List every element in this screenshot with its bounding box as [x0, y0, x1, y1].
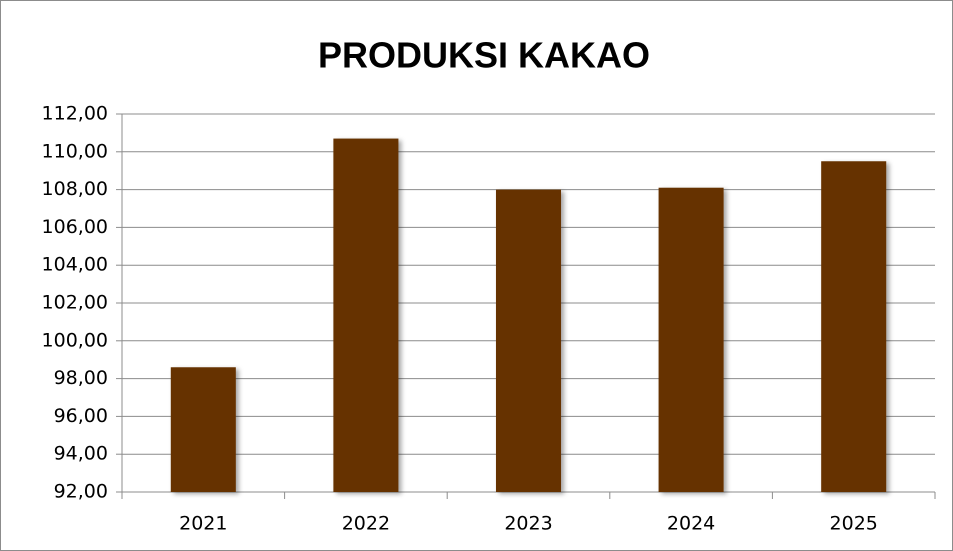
bar	[170, 367, 236, 492]
y-tick-label: 110,00	[42, 140, 108, 162]
y-tick-label: 96,00	[54, 405, 108, 427]
y-tick-label: 98,00	[54, 367, 108, 389]
x-tick-label: 2021	[179, 513, 227, 535]
bar	[495, 189, 562, 492]
bar	[658, 187, 724, 492]
bar	[821, 161, 887, 492]
x-tick-label: 2025	[830, 513, 878, 535]
y-tick-label: 108,00	[42, 178, 108, 200]
y-tick-label: 92,00	[54, 481, 108, 503]
x-tick-label: 2023	[504, 513, 552, 535]
y-tick-label: 100,00	[42, 329, 108, 351]
chart-title: PRODUKSI KAKAO	[318, 35, 650, 76]
y-tick-label: 112,00	[42, 103, 108, 125]
x-tick-label: 2022	[342, 513, 390, 535]
y-tick-label: 102,00	[42, 292, 108, 314]
y-tick-label: 104,00	[42, 254, 108, 276]
x-tick-label: 2024	[667, 513, 715, 535]
y-tick-label: 106,00	[42, 216, 108, 238]
y-tick-label: 94,00	[54, 443, 108, 465]
bar	[333, 138, 399, 492]
